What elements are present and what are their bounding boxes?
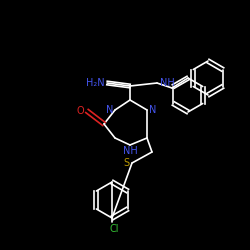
Text: NH: NH <box>122 146 138 156</box>
Text: N: N <box>106 105 113 115</box>
Text: NH: NH <box>160 78 175 88</box>
Text: N: N <box>149 105 156 115</box>
Text: S: S <box>123 158 129 168</box>
Text: Cl: Cl <box>110 224 120 234</box>
Text: H₂N: H₂N <box>86 78 105 88</box>
Text: O: O <box>76 106 84 116</box>
